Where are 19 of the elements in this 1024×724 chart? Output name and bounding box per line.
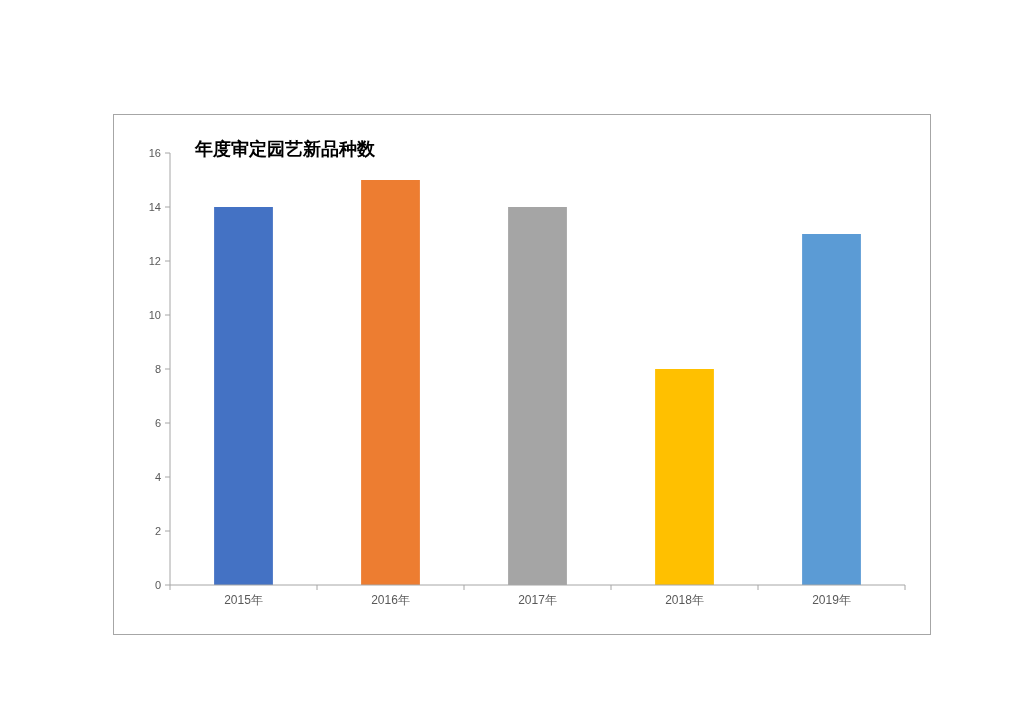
bar [655,369,714,585]
x-tick-label: 2016年 [371,593,410,607]
x-tick-label: 2018年 [665,593,704,607]
y-tick-label: 2 [154,524,161,537]
bar [361,180,420,585]
bar [214,207,273,585]
y-tick-label: 6 [154,416,161,429]
chart-title: 年度审定园艺新品种数 [194,138,376,159]
y-tick-label: 4 [154,470,161,483]
y-tick-label: 14 [148,200,161,213]
y-tick-label: 0 [154,578,161,591]
y-tick-label: 10 [148,308,161,321]
y-tick-label: 12 [148,254,161,267]
bar [802,234,861,585]
x-tick-label: 2019年 [812,593,851,607]
x-tick-label: 2017年 [518,593,557,607]
y-tick-label: 16 [148,146,161,159]
y-tick-label: 8 [154,362,161,375]
x-tick-label: 2015年 [224,593,263,607]
